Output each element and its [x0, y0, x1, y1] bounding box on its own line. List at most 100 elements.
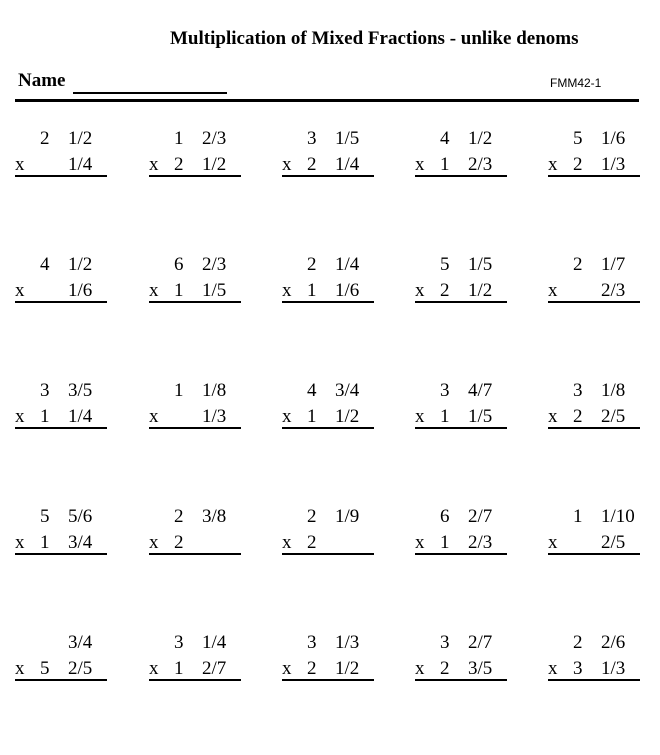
- answer-line: [282, 427, 374, 429]
- bottom-whole-number: 2: [573, 154, 583, 175]
- top-whole-number: 4: [307, 380, 317, 401]
- bottom-fraction: 1/5: [468, 406, 493, 427]
- top-fraction: 1/2: [68, 254, 93, 275]
- name-label: Name: [18, 70, 66, 91]
- answer-line: [15, 553, 107, 555]
- multiply-sign: x: [548, 658, 558, 679]
- bottom-fraction: 1/2: [468, 280, 493, 301]
- top-whole-number: 1: [573, 506, 583, 527]
- multiply-sign: x: [149, 658, 159, 679]
- answer-line: [149, 427, 241, 429]
- problem: 3 4/7 x 1 1/5: [415, 377, 507, 433]
- bottom-whole-number: 2: [440, 658, 450, 679]
- answer-line: [282, 301, 374, 303]
- top-whole-number: 3: [174, 632, 184, 653]
- top-fraction: 3/4: [68, 632, 93, 653]
- problem: 3 1/5 x 2 1/4: [282, 125, 374, 181]
- top-whole-number: 3: [440, 380, 450, 401]
- top-fraction: 1/2: [468, 128, 493, 149]
- bottom-whole-number: 1: [440, 406, 450, 427]
- top-fraction: 2/7: [468, 506, 493, 527]
- multiply-sign: x: [15, 154, 25, 175]
- bottom-whole-number: 2: [307, 154, 317, 175]
- bottom-fraction: 1/3: [202, 406, 227, 427]
- worksheet-title: Multiplication of Mixed Fractions - unli…: [170, 28, 579, 49]
- answer-line: [282, 553, 374, 555]
- top-whole-number: 5: [573, 128, 583, 149]
- problem: 1 2/3 x 2 1/2: [149, 125, 241, 181]
- bottom-fraction: 1/2: [335, 658, 360, 679]
- answer-line: [548, 553, 640, 555]
- top-fraction: 1/6: [601, 128, 626, 149]
- answer-line: [415, 553, 507, 555]
- answer-line: [282, 175, 374, 177]
- answer-line: [282, 679, 374, 681]
- multiply-sign: x: [415, 532, 425, 553]
- answer-line: [548, 175, 640, 177]
- bottom-whole-number: 5: [40, 658, 50, 679]
- bottom-whole-number: 2: [573, 406, 583, 427]
- bottom-fraction: 2/3: [601, 280, 626, 301]
- bottom-whole-number: 2: [307, 658, 317, 679]
- top-fraction: 1/8: [202, 380, 227, 401]
- multiply-sign: x: [415, 406, 425, 427]
- answer-line: [15, 301, 107, 303]
- top-whole-number: 2: [307, 254, 317, 275]
- problem: 3 1/4 x 1 2/7: [149, 629, 241, 685]
- problem: 3 1/3 x 2 1/2: [282, 629, 374, 685]
- problem-row: 3/4 x 5 2/5 3 1/4 x 1 2/7 3 1/3 x 2 1/2 3 2/7 x 2 3/5 2 2/6 x…: [15, 629, 640, 755]
- top-whole-number: 3: [573, 380, 583, 401]
- top-whole-number: 5: [440, 254, 450, 275]
- top-whole-number: 6: [174, 254, 184, 275]
- multiply-sign: x: [282, 154, 292, 175]
- multiply-sign: x: [282, 532, 292, 553]
- top-fraction: 4/7: [468, 380, 493, 401]
- top-fraction: 1/5: [335, 128, 360, 149]
- top-whole-number: 3: [40, 380, 50, 401]
- bottom-whole-number: 2: [307, 532, 317, 553]
- bottom-whole-number: 3: [573, 658, 583, 679]
- bottom-whole-number: 1: [174, 658, 184, 679]
- bottom-whole-number: 2: [174, 154, 184, 175]
- answer-line: [149, 301, 241, 303]
- bottom-whole-number: 2: [174, 532, 184, 553]
- answer-line: [548, 301, 640, 303]
- answer-line: [149, 175, 241, 177]
- bottom-fraction: 1/4: [68, 406, 93, 427]
- top-fraction: 2/3: [202, 254, 227, 275]
- problem: 3 1/8 x 2 2/5: [548, 377, 640, 433]
- top-whole-number: 2: [307, 506, 317, 527]
- bottom-fraction: 1/2: [202, 154, 227, 175]
- problem: 2 1/2 x 1/4: [15, 125, 107, 181]
- top-fraction: 1/3: [335, 632, 360, 653]
- bottom-fraction: 2/5: [601, 406, 626, 427]
- bottom-whole-number: 2: [440, 280, 450, 301]
- problem: 2 1/7 x 2/3: [548, 251, 640, 307]
- top-whole-number: 4: [40, 254, 50, 275]
- problem: 4 1/2 x 1 2/3: [415, 125, 507, 181]
- multiply-sign: x: [415, 280, 425, 301]
- top-fraction: 5/6: [68, 506, 93, 527]
- multiply-sign: x: [548, 532, 558, 553]
- bottom-whole-number: 1: [40, 532, 50, 553]
- multiply-sign: x: [15, 280, 25, 301]
- answer-line: [149, 553, 241, 555]
- bottom-fraction: 1/5: [202, 280, 227, 301]
- top-fraction: 1/2: [68, 128, 93, 149]
- name-blank-line[interactable]: [73, 92, 227, 94]
- bottom-fraction: 1/6: [335, 280, 360, 301]
- multiply-sign: x: [15, 658, 25, 679]
- multiply-sign: x: [415, 658, 425, 679]
- problem: 4 1/2 x 1/6: [15, 251, 107, 307]
- answer-line: [15, 679, 107, 681]
- problem: 1 1/10 x 2/5: [548, 503, 640, 559]
- top-whole-number: 6: [440, 506, 450, 527]
- bottom-fraction: 2/3: [468, 532, 493, 553]
- multiply-sign: x: [15, 532, 25, 553]
- problem: 2 2/6 x 3 1/3: [548, 629, 640, 685]
- problem: 3 2/7 x 2 3/5: [415, 629, 507, 685]
- top-fraction: 1/10: [601, 506, 635, 527]
- multiply-sign: x: [149, 532, 159, 553]
- top-whole-number: 3: [307, 128, 317, 149]
- bottom-fraction: 2/3: [468, 154, 493, 175]
